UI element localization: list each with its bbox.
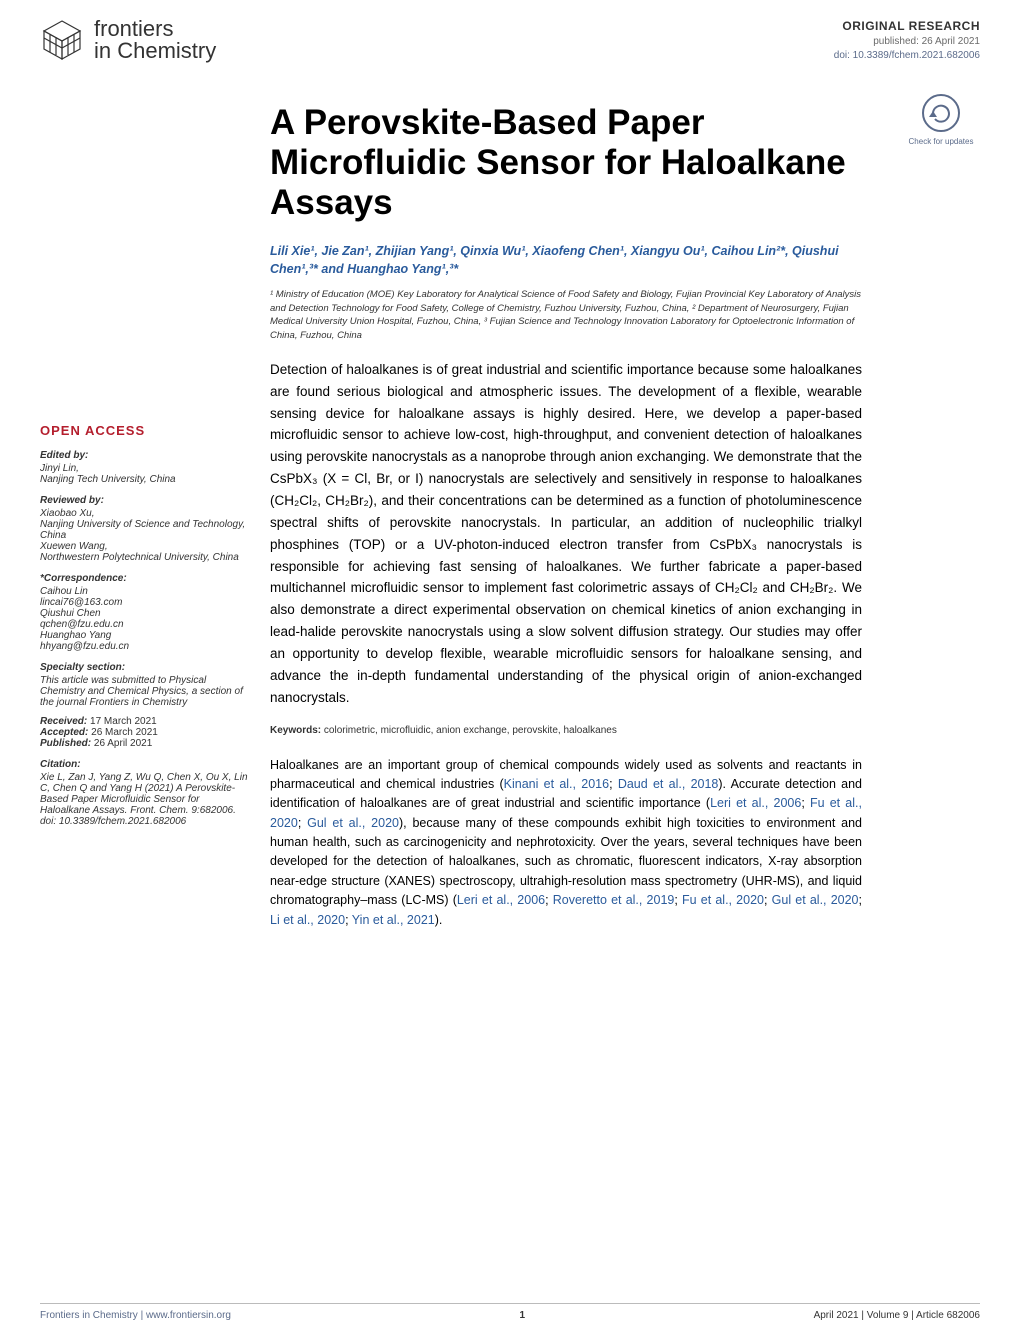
abstract: Detection of haloalkanes is of great ind… [270,359,862,709]
corr1-name: Caihou Lin [40,586,248,597]
page-footer: Frontiers in Chemistry | www.frontiersin… [40,1303,980,1321]
received-date: 17 March 2021 [90,716,157,727]
authors-line: Lili Xie¹, Jie Zan¹, Zhijian Yang¹, Qinx… [270,242,862,278]
keywords-text: colorimetric, microfluidic, anion exchan… [324,725,617,736]
corr3-email[interactable]: hhyang@fzu.edu.cn [40,641,248,652]
published-label: Published: [40,738,91,749]
article-title: A Perovskite-Based Paper Microfluidic Se… [270,103,862,224]
brand-name: frontiers [94,18,216,40]
edited-by-label: Edited by: [40,450,248,461]
corr3-name: Huanghao Yang [40,630,248,641]
reviewed-by-label: Reviewed by: [40,495,248,506]
specialty-label: Specialty section: [40,662,248,673]
sidebar: OPEN ACCESS Edited by: Jinyi Lin, Nanjin… [40,103,248,930]
correspondence-label: *Correspondence: [40,573,248,584]
main-content: OPEN ACCESS Edited by: Jinyi Lin, Nanjin… [0,63,902,930]
updates-label: Check for updates [909,137,974,146]
specialty-text: This article was submitted to Physical C… [40,675,248,708]
header-bar: frontiers in Chemistry ORIGINAL RESEARCH… [0,0,1020,63]
affiliations: ¹ Ministry of Education (MOE) Key Labora… [270,288,862,343]
accepted-label: Accepted: [40,727,88,738]
editor-aff: Nanjing Tech University, China [40,474,248,485]
doi-line[interactable]: doi: 10.3389/fchem.2021.682006 [834,49,980,63]
reviewer1-name: Xiaobao Xu, [40,508,248,519]
corr2-name: Qiushui Chen [40,608,248,619]
reviewer2-name: Xuewen Wang, [40,541,248,552]
footer-right: April 2021 | Volume 9 | Article 682006 [814,1310,980,1321]
accepted-date: 26 March 2021 [91,727,158,738]
reviewer2-aff: Northwestern Polytechnical University, C… [40,552,248,563]
open-access-heading: OPEN ACCESS [40,423,248,438]
footer-page: 1 [520,1310,526,1321]
keywords-label: Keywords: [270,725,321,736]
citation-label: Citation: [40,759,248,770]
editor-name: Jinyi Lin, [40,463,248,474]
journal-name: in Chemistry [94,40,216,62]
article-column: A Perovskite-Based Paper Microfluidic Se… [270,103,862,930]
published-date: 26 April 2021 [94,738,152,749]
corr1-email[interactable]: lincai76@163.com [40,597,248,608]
citation-text: Xie L, Zan J, Yang Z, Wu Q, Chen X, Ou X… [40,772,248,827]
article-type: ORIGINAL RESEARCH [834,18,980,35]
reviewer1-aff: Nanjing University of Science and Techno… [40,519,248,541]
keywords-line: Keywords: colorimetric, microfluidic, an… [270,725,862,736]
body-paragraph: Haloalkanes are an important group of ch… [270,756,862,930]
corr2-email[interactable]: qchen@fzu.edu.cn [40,619,248,630]
journal-logo: frontiers in Chemistry [40,18,216,62]
frontiers-logo-icon [40,18,84,62]
check-updates-badge[interactable]: Check for updates [902,91,980,146]
footer-left[interactable]: Frontiers in Chemistry | www.frontiersin… [40,1310,231,1321]
received-label: Received: [40,716,87,727]
updates-icon [919,91,963,135]
header-meta: ORIGINAL RESEARCH published: 26 April 20… [834,18,980,63]
published-line: published: 26 April 2021 [834,35,980,49]
